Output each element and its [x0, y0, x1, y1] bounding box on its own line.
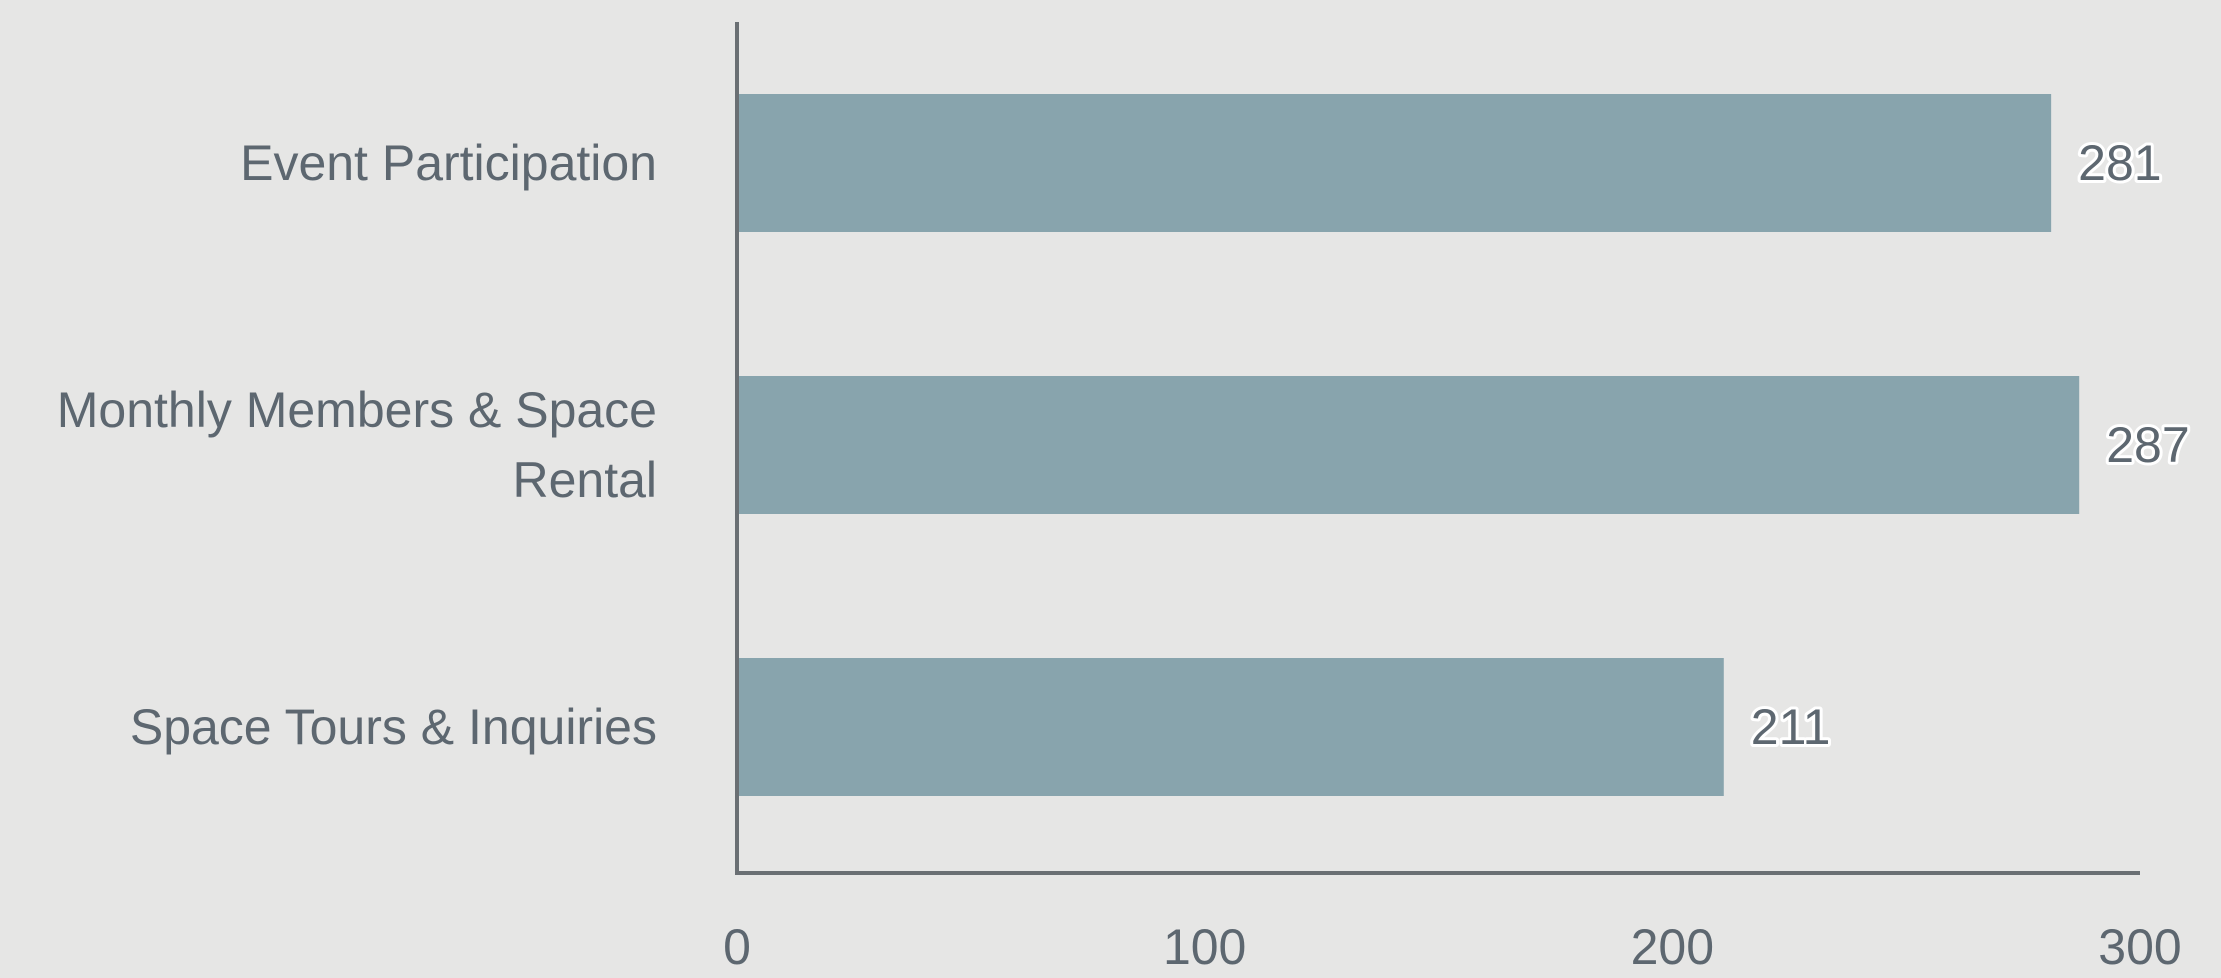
data-label: 281 — [2078, 135, 2161, 191]
value-labels-group: 281 287 211 — [1748, 132, 2193, 758]
bar — [737, 94, 2052, 232]
bar — [737, 658, 1724, 796]
bar — [737, 376, 2080, 514]
data-label: 287 — [2106, 417, 2189, 473]
category-label-line: Rental — [512, 452, 657, 508]
x-tick-label: 0 — [723, 919, 751, 975]
bars-group — [737, 94, 2080, 796]
category-label-line: Event Participation — [240, 135, 657, 191]
x-tick-label: 200 — [1631, 919, 1714, 975]
category-label: Monthly Members & Space Rental — [57, 382, 657, 508]
data-label: 211 — [1751, 699, 1831, 755]
category-label-line: Monthly Members & Space — [57, 382, 657, 438]
x-tick-label: 100 — [1163, 919, 1246, 975]
x-tick-label: 300 — [2098, 919, 2181, 975]
tick-labels-group: 0 100 200 300 — [723, 919, 2182, 975]
category-label-line: Space Tours & Inquiries — [130, 699, 657, 755]
category-label: Space Tours & Inquiries — [130, 699, 657, 755]
category-labels-group: Event Participation Monthly Members & Spa… — [57, 135, 657, 755]
category-label: Event Participation — [240, 135, 657, 191]
